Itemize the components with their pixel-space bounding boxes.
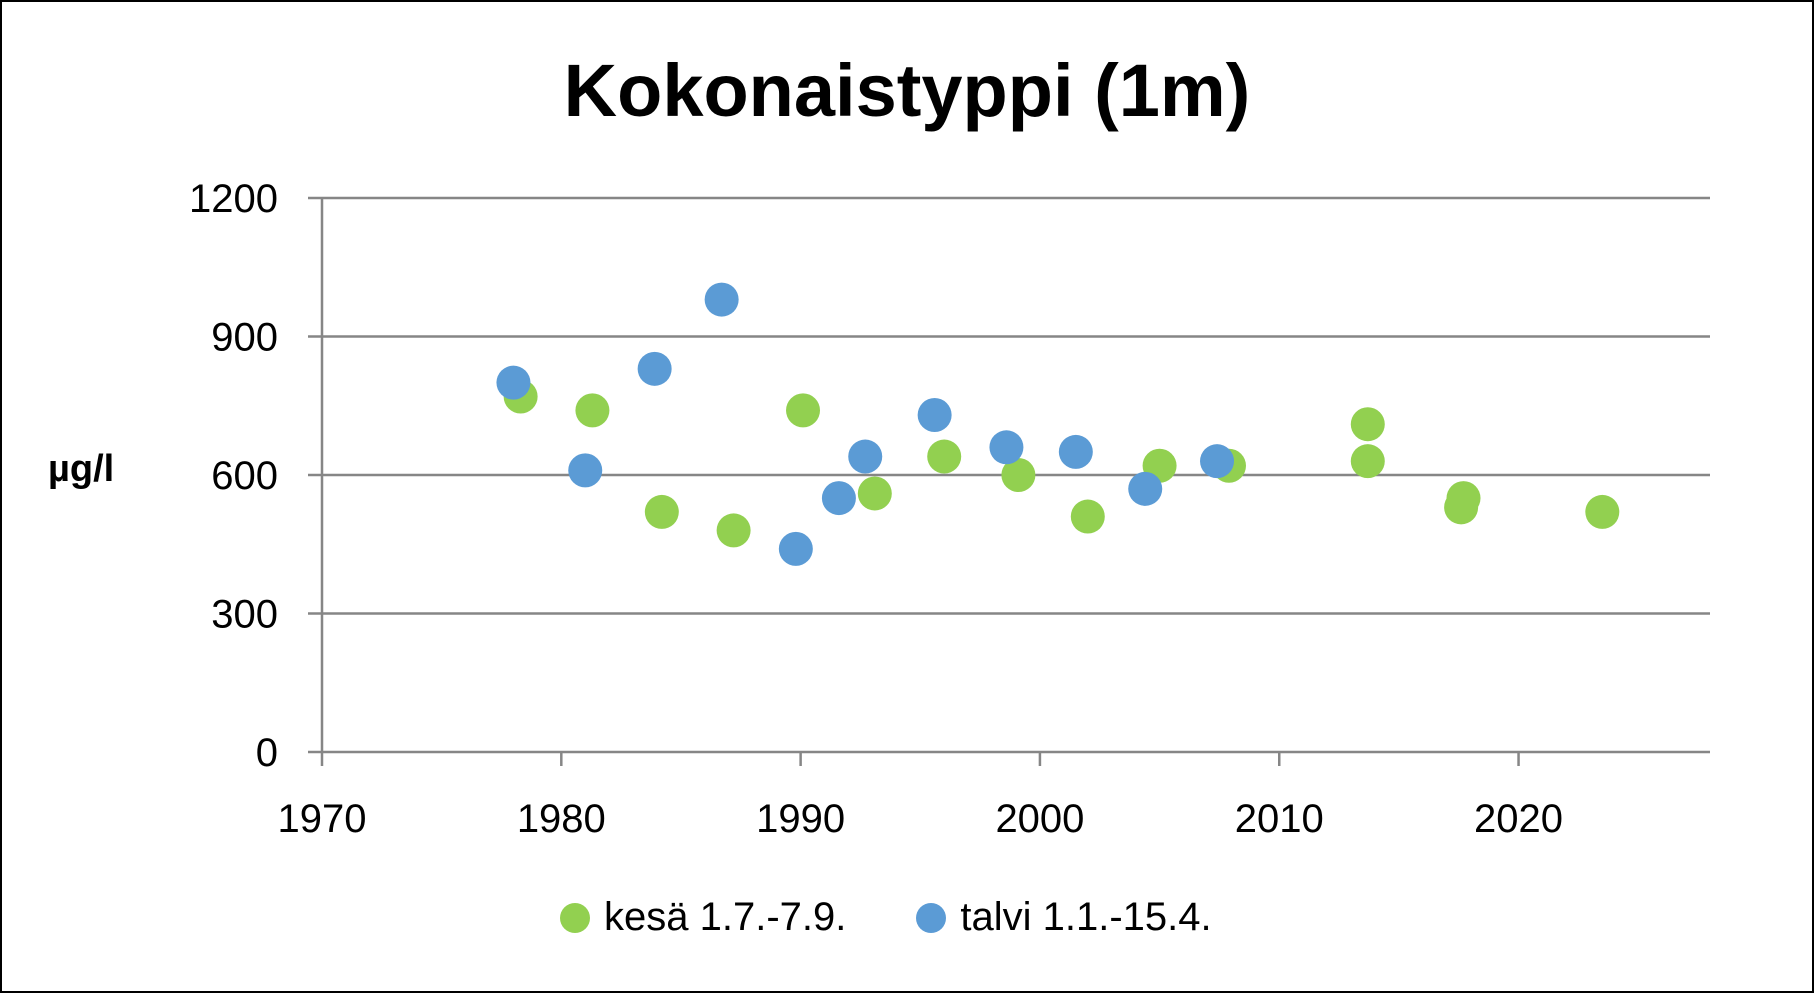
data-point-kesa-2	[644, 494, 679, 529]
x-tick-label: 2010	[1235, 797, 1324, 841]
data-point-talvi-2	[637, 351, 672, 386]
legend: kesä 1.7.-7.9. talvi 1.1.-15.4.	[560, 895, 1282, 940]
y-tick-label: 300	[211, 593, 278, 637]
data-point-talvi-0	[496, 365, 531, 400]
data-point-talvi-10	[1128, 471, 1163, 506]
data-point-talvi-7	[917, 397, 952, 432]
data-point-talvi-1	[568, 453, 603, 488]
data-point-kesa-6	[927, 439, 962, 474]
legend-marker-talvi	[916, 902, 947, 933]
y-tick-label: 600	[211, 454, 278, 498]
data-point-kesa-4	[786, 393, 821, 428]
data-point-kesa-7	[1001, 458, 1036, 492]
data-point-talvi-5	[821, 481, 856, 516]
data-point-kesa-12	[1350, 444, 1385, 479]
legend-item-talvi: talvi 1.1.-15.4.	[916, 895, 1212, 940]
x-tick-label: 2000	[995, 797, 1084, 841]
legend-label-talvi: talvi 1.1.-15.4.	[960, 895, 1212, 939]
data-point-kesa-15	[1585, 494, 1620, 529]
x-tick-label: 2020	[1474, 797, 1563, 841]
legend-marker-kesa	[560, 902, 590, 933]
data-point-talvi-9	[1058, 434, 1093, 469]
chart-title: Kokonaistyppi (1m)	[563, 49, 1251, 132]
data-point-kesa-5	[857, 476, 892, 511]
legend-item-kesa: kesä 1.7.-7.9.	[560, 895, 846, 940]
y-tick-label: 900	[211, 316, 278, 360]
data-point-talvi-6	[848, 439, 883, 474]
data-point-kesa-1	[575, 393, 610, 428]
y-axis-label: µg/l	[48, 448, 115, 490]
y-tick-label: 0	[256, 731, 278, 775]
data-point-kesa-14	[1446, 481, 1481, 516]
x-tick-label: 1980	[517, 797, 606, 841]
data-point-talvi-11	[1200, 444, 1235, 479]
data-point-kesa-11	[1350, 407, 1385, 442]
data-point-talvi-3	[704, 282, 739, 317]
data-point-talvi-4	[778, 531, 813, 566]
data-point-kesa-3	[716, 513, 751, 548]
x-tick-label: 1990	[756, 797, 845, 841]
y-tick-label: 1200	[189, 177, 278, 221]
x-tick-label: 1970	[278, 797, 367, 841]
data-point-kesa-8	[1070, 499, 1105, 534]
data-point-talvi-8	[989, 430, 1024, 465]
legend-label-kesa: kesä 1.7.-7.9.	[604, 895, 847, 939]
